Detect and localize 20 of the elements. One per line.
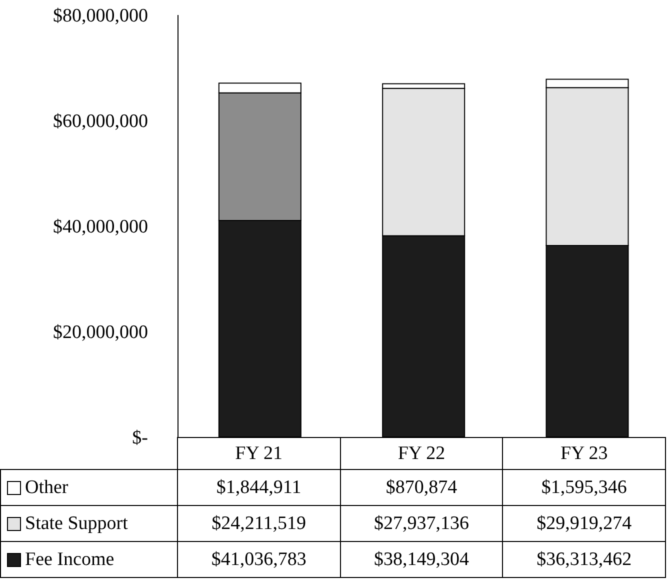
data-label: $870,874 — [340, 469, 504, 506]
legend-label: State Support — [25, 512, 128, 534]
x-tick-label: FY 21 — [177, 437, 341, 470]
data-label: $38,149,304 — [340, 541, 504, 578]
data-label: $36,313,462 — [502, 541, 666, 578]
data-label: $27,937,136 — [340, 505, 504, 542]
y-tick-label: $20,000,000 — [53, 322, 148, 344]
data-label: $24,211,519 — [177, 505, 341, 542]
y-tick-label: $40,000,000 — [53, 216, 148, 238]
data-label: $29,919,274 — [502, 505, 666, 542]
y-tick-label: $- — [132, 428, 148, 449]
x-tick-label: FY 22 — [340, 437, 504, 470]
data-label: $41,036,783 — [177, 541, 341, 578]
x-tick-label: FY 23 — [502, 437, 666, 470]
data-label: $1,595,346 — [502, 469, 666, 506]
y-tick-label: $80,000,000 — [53, 6, 148, 27]
y-tick-label: $60,000,000 — [53, 111, 148, 132]
legend-label: Other — [25, 476, 68, 498]
legend-label: Fee Income — [25, 548, 114, 570]
data-label: $1,844,911 — [177, 469, 341, 506]
